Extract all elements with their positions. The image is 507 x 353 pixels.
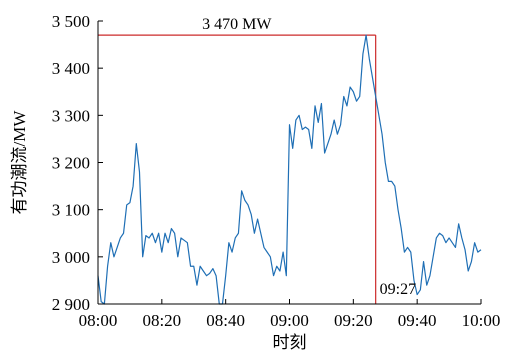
x-tick-label: 08:00 <box>79 311 118 330</box>
x-tick-label: 08:40 <box>206 311 245 330</box>
x-tick-label: 08:20 <box>142 311 181 330</box>
y-tick-label: 3 300 <box>52 106 90 125</box>
x-tick-label: 10:00 <box>462 311 501 330</box>
y-tick-label: 2 900 <box>52 295 90 314</box>
series-line <box>97 34 482 305</box>
y-axis-label: 有功潮流/MW <box>10 110 29 215</box>
y-tick-label: 3 100 <box>52 201 90 220</box>
y-tick-label: 3 400 <box>52 59 90 78</box>
y-tick-label: 3 200 <box>52 154 90 173</box>
x-axis-label: 时刻 <box>273 333 307 352</box>
x-ticks: 08:00 08:20 08:40 09:00 09:20 09:40 10:00 <box>79 299 501 330</box>
x-tick-label: 09:40 <box>398 311 437 330</box>
peak-time-label: 09:27 <box>380 281 416 298</box>
peak-annotation-group <box>98 34 377 304</box>
y-tick-label: 3 500 <box>52 12 90 31</box>
x-tick-label: 09:00 <box>270 311 309 330</box>
x-tick-label: 09:20 <box>334 311 373 330</box>
y-ticks: 2 900 3 000 3 100 3 200 3 300 3 400 3 500 <box>52 12 103 314</box>
peak-value-label: 3 470 MW <box>202 16 272 33</box>
y-tick-label: 3 000 <box>52 248 90 267</box>
